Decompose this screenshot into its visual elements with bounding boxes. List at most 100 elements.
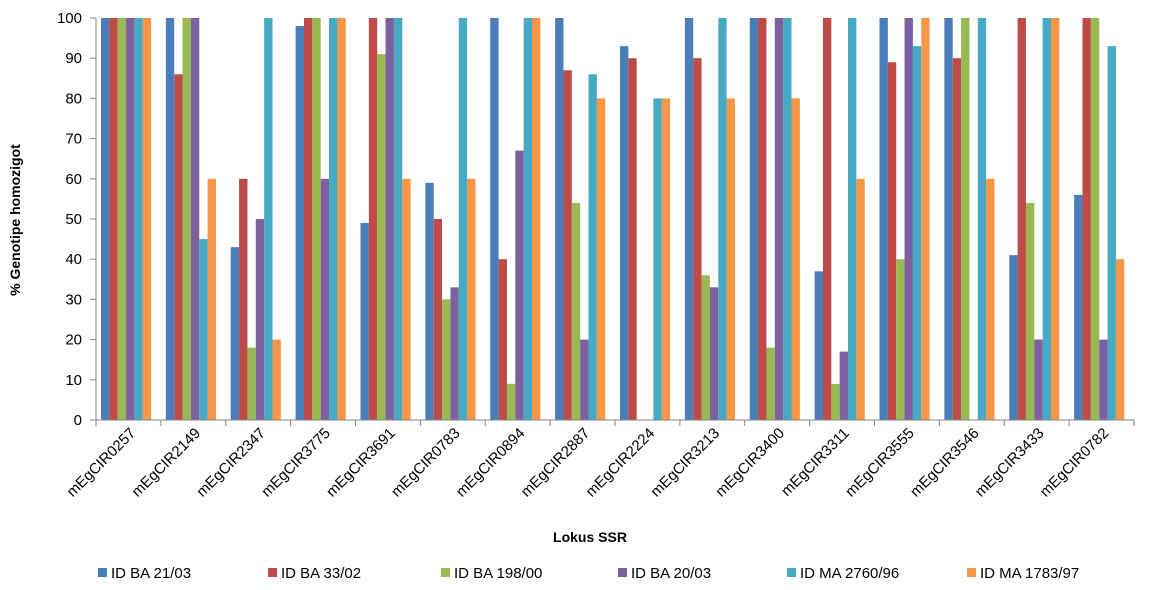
bar-group-mEgCIR0257 xyxy=(101,18,152,420)
bar xyxy=(312,18,321,420)
y-axis-title: % Genotipe homozigot xyxy=(7,144,23,296)
bar-group-mEgCIR3400 xyxy=(749,18,800,421)
bar xyxy=(726,98,735,421)
bar xyxy=(109,18,118,420)
bar xyxy=(848,18,857,420)
bar-group-mEgCIR3213 xyxy=(684,18,735,421)
bar xyxy=(774,18,784,420)
bar xyxy=(1034,339,1043,420)
x-category-label: mEgCIR0782 xyxy=(1037,425,1113,501)
bar xyxy=(450,287,459,420)
bar xyxy=(174,74,183,420)
legend-item: ID MA 1783/97 xyxy=(967,565,1079,582)
legend-item: ID BA 21/03 xyxy=(98,565,191,582)
bar xyxy=(653,98,662,421)
bar xyxy=(433,219,443,420)
bar xyxy=(718,18,727,420)
bar xyxy=(490,18,499,420)
bar xyxy=(856,178,865,420)
bar xyxy=(230,247,240,420)
bar xyxy=(952,58,962,420)
bar xyxy=(1009,255,1018,420)
bar xyxy=(766,347,775,420)
bar xyxy=(749,18,759,420)
bar-group-mEgCIR2887 xyxy=(555,18,606,421)
legend-label: ID MA 1783/97 xyxy=(980,565,1079,582)
legend-item: ID BA 198/00 xyxy=(441,565,542,582)
bar xyxy=(1025,202,1035,420)
legend-label: ID BA 21/03 xyxy=(111,565,191,582)
bar xyxy=(1090,18,1100,420)
bar xyxy=(555,18,564,420)
bar xyxy=(101,18,110,420)
y-tick-label: 30 xyxy=(65,291,82,308)
legend: ID BA 21/03 ID BA 33/02 ID BA 198/00 ID BA … xyxy=(98,565,1079,582)
y-tick-label: 20 xyxy=(65,332,82,349)
bar xyxy=(255,219,265,420)
bar xyxy=(320,178,330,420)
bar xyxy=(1017,18,1026,420)
bar xyxy=(783,18,792,420)
bar xyxy=(199,239,208,420)
bar-group-mEgCIR3691 xyxy=(360,18,411,421)
bar xyxy=(563,70,572,420)
bar xyxy=(165,18,175,420)
bar xyxy=(693,58,702,420)
bar xyxy=(912,46,922,420)
bar xyxy=(506,383,516,420)
bar xyxy=(467,178,476,420)
bar xyxy=(822,18,832,420)
bar-group-mEgCIR3775 xyxy=(295,18,346,420)
bar xyxy=(628,58,637,420)
bar xyxy=(239,178,248,420)
bar xyxy=(523,18,532,420)
x-category-label: mEgCIR3400 xyxy=(712,425,788,501)
legend-label: ID MA 2760/96 xyxy=(800,565,899,582)
bar xyxy=(791,98,800,421)
y-tick-label: 80 xyxy=(65,90,82,107)
bar xyxy=(1082,18,1091,420)
bar-group-mEgCIR3433 xyxy=(1009,18,1060,420)
y-tick-label: 50 xyxy=(65,211,82,228)
bar xyxy=(571,202,581,420)
y-tick-label: 10 xyxy=(65,372,82,389)
bar xyxy=(684,18,694,420)
y-tick-label: 40 xyxy=(65,251,82,268)
legend-item: ID BA 20/03 xyxy=(618,565,711,582)
bar xyxy=(458,18,468,420)
x-axis-title: Lokus SSR xyxy=(553,529,627,545)
bar xyxy=(758,18,767,420)
bar xyxy=(588,74,597,420)
bar xyxy=(272,339,281,420)
legend-swatch xyxy=(441,568,450,577)
bar xyxy=(329,18,338,420)
y-tick-label: 100 xyxy=(57,10,82,27)
bar xyxy=(1051,18,1060,420)
bar-group-mEgCIR2347 xyxy=(230,18,281,420)
bar xyxy=(442,299,451,420)
bar-group-mEgCIR2149 xyxy=(165,18,216,420)
bar xyxy=(921,18,930,420)
bar xyxy=(944,18,953,420)
bar xyxy=(385,18,394,420)
bar xyxy=(515,150,524,420)
bar xyxy=(182,18,191,420)
legend-item: ID BA 33/02 xyxy=(268,565,361,582)
y-tick-label: 0 xyxy=(74,412,82,429)
bar xyxy=(904,18,913,420)
bar xyxy=(295,26,304,420)
bar xyxy=(701,275,710,420)
bar xyxy=(337,18,346,420)
bar xyxy=(393,18,403,420)
bar xyxy=(580,339,589,420)
bar xyxy=(831,383,840,420)
legend-swatch xyxy=(618,568,627,577)
legend-item: ID MA 2760/96 xyxy=(787,565,899,582)
bar xyxy=(360,223,369,420)
y-tick-label: 60 xyxy=(65,171,82,188)
bar xyxy=(620,46,629,420)
bar xyxy=(190,18,200,420)
bar xyxy=(986,178,995,420)
